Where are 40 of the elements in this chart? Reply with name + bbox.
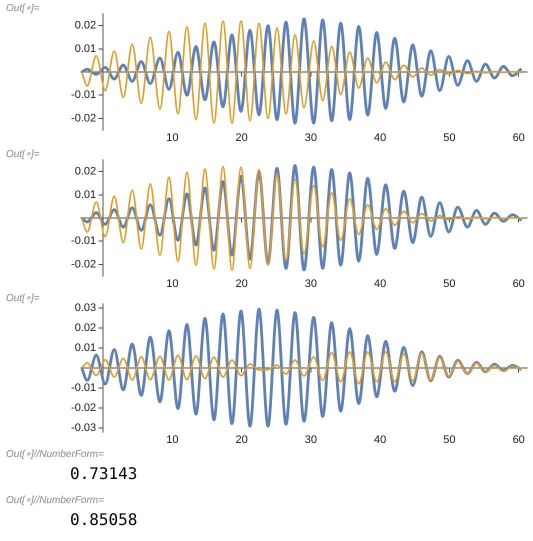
x-tick-label: 20 xyxy=(236,434,248,446)
x-tick-label: 10 xyxy=(166,434,179,446)
y-tick-label: 0.01 xyxy=(74,342,96,354)
x-tick-label: 10 xyxy=(166,132,179,144)
x-tick-label: 10 xyxy=(166,278,179,290)
text: Out[∘]//NumberForm= xyxy=(6,448,104,460)
x-tick-label: 60 xyxy=(512,278,525,290)
x-tick-label: 30 xyxy=(304,132,318,144)
text: 0.85058 xyxy=(70,510,138,529)
y-tick-label: -0.02 xyxy=(71,402,96,414)
x-tick-label: 60 xyxy=(512,132,525,144)
y-tick-label: -0.01 xyxy=(71,89,96,102)
text: Out[∘]= xyxy=(6,2,40,14)
y-tick-label: -0.01 xyxy=(71,382,96,394)
y-tick-label: 0.01 xyxy=(74,188,96,201)
text: Out[∘]= xyxy=(6,148,40,160)
x-tick-label: 50 xyxy=(443,434,456,446)
y-tick-label: -0.02 xyxy=(71,258,96,270)
y-tick-label: -0.02 xyxy=(71,112,96,124)
x-tick-label: 20 xyxy=(236,278,248,290)
text: Out[∘]= xyxy=(6,292,40,304)
x-tick-label: 50 xyxy=(443,278,456,290)
y-tick-label: 0.02 xyxy=(74,322,96,334)
x-tick-label: 50 xyxy=(443,132,456,144)
x-tick-label: 40 xyxy=(374,278,386,290)
x-tick-label: 30 xyxy=(304,278,318,290)
x-tick-label: 60 xyxy=(512,434,525,446)
x-tick-label: 40 xyxy=(374,434,386,446)
y-tick-label: 0.02 xyxy=(74,166,96,178)
y-tick-label: -0.03 xyxy=(71,422,96,434)
x-tick-label: 20 xyxy=(236,132,248,144)
x-tick-label: 30 xyxy=(304,434,318,446)
y-tick-label: -0.01 xyxy=(71,235,96,248)
y-tick-label: 0.03 xyxy=(74,302,96,314)
y-tick-label: 0.01 xyxy=(74,42,96,55)
line-series xyxy=(81,351,522,385)
x-tick-label: 40 xyxy=(374,132,386,144)
y-tick-label: 0.02 xyxy=(74,20,96,32)
text: 0.73143 xyxy=(70,464,138,483)
text: Out[∘]//NumberForm= xyxy=(6,494,104,506)
